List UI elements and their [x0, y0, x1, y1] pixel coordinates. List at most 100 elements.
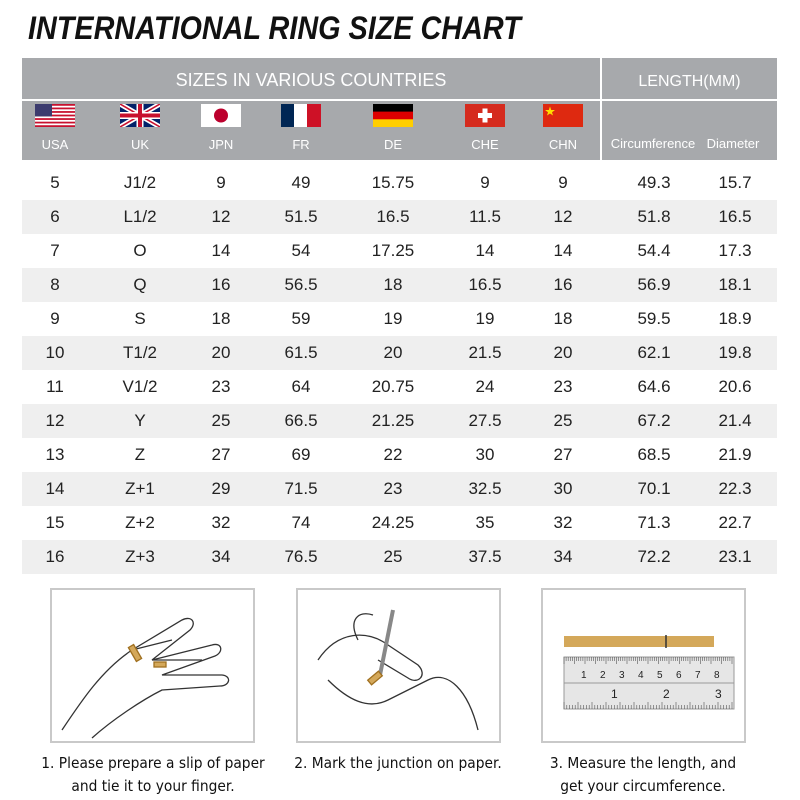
- table-row: 6 L1/2 12 51.5 16.5 11.5 12 51.8 16.5: [22, 200, 777, 234]
- table-cell: 20: [553, 343, 573, 362]
- table-cell: 16.5: [718, 207, 752, 226]
- divider: [22, 99, 777, 101]
- table-cell: 22: [383, 445, 403, 464]
- table-cell: 18.1: [718, 275, 752, 294]
- table-cell: 18: [553, 309, 573, 328]
- column-label: JPN: [208, 137, 234, 152]
- table-cell: V1/2: [122, 377, 158, 396]
- table-cell: 9: [558, 173, 568, 192]
- table-row: 14 Z+1 29 71.5 23 32.5 30 70.1 22.3: [22, 472, 777, 506]
- step1-illustration: [50, 588, 255, 743]
- ruler-label: 4: [638, 670, 644, 681]
- page-title: INTERNATIONAL RING SIZE CHART: [28, 10, 521, 46]
- table-cell: 18: [211, 309, 231, 328]
- column-chn: CHN: [528, 104, 598, 152]
- table-header: SIZES IN VARIOUS COUNTRIES LENGTH(MM) US…: [22, 58, 777, 160]
- column-label: USA: [41, 137, 69, 152]
- table-cell: 20: [383, 343, 403, 362]
- table-cell: 34: [553, 547, 573, 566]
- table-cell: L1/2: [123, 207, 157, 226]
- table-cell: 14: [475, 241, 495, 260]
- table-cell: 21.25: [371, 411, 415, 430]
- table-cell: 12: [211, 207, 231, 226]
- column-label: CHE: [471, 137, 499, 152]
- ruler-label: 1: [581, 670, 587, 681]
- table-cell: 24.25: [371, 513, 415, 532]
- table-cell: 7: [50, 241, 60, 260]
- column-label: CHN: [548, 137, 578, 152]
- table-row: 10 T1/2 20 61.5 20 21.5 20 62.1 19.8: [22, 336, 777, 370]
- length-header: LENGTH(MM): [638, 73, 741, 90]
- table-cell: 17.3: [718, 241, 752, 260]
- table-cell: 14: [45, 479, 65, 498]
- ruler-label: 3: [715, 687, 722, 701]
- table-cell: 68.5: [637, 445, 671, 464]
- table-cell: 71.3: [637, 513, 671, 532]
- table-cell: 15: [45, 513, 65, 532]
- table-cell: 16.5: [468, 275, 502, 294]
- table-cell: 74: [291, 513, 311, 532]
- column-fr: FR: [266, 104, 336, 152]
- ruler-label: 5: [657, 670, 663, 681]
- table-cell: 32: [211, 513, 231, 532]
- table-row: 7 O 14 54 17.25 14 14 54.4 17.3: [22, 234, 777, 268]
- table-cell: 25: [383, 547, 403, 566]
- table-cell: 66.5: [284, 411, 318, 430]
- table-cell: 54: [291, 241, 311, 260]
- table-cell: Z+3: [125, 547, 155, 566]
- germany-flag-icon: [373, 104, 413, 127]
- table-cell: 21.4: [718, 411, 752, 430]
- column-de: DE: [358, 104, 428, 152]
- table-cell: 32.5: [468, 479, 502, 498]
- sizes-header: SIZES IN VARIOUS COUNTRIES: [175, 70, 447, 90]
- table-cell: 15.7: [718, 173, 752, 192]
- table-row: 9 S 18 59 19 19 18 59.5 18.9: [22, 302, 777, 336]
- table-cell: 12: [45, 411, 65, 430]
- caption-line: get your circumference.: [560, 777, 726, 795]
- table-cell: 8: [50, 275, 60, 294]
- table-cell: 20.6: [718, 377, 752, 396]
- table-cell: 27.5: [468, 411, 502, 430]
- table-cell: 59: [291, 309, 311, 328]
- uk-flag-icon: [120, 104, 160, 127]
- switzerland-flag-icon: [465, 104, 505, 127]
- japan-flag-icon: [201, 104, 241, 127]
- table-cell: Q: [133, 275, 147, 294]
- table-row: 13 Z 27 69 22 30 27 68.5 21.9: [22, 438, 777, 472]
- table-cell: 16: [553, 275, 573, 294]
- step2-illustration: [296, 588, 501, 743]
- table-cell: 20.75: [371, 377, 415, 396]
- table-cell: 29: [211, 479, 231, 498]
- table-cell: 76.5: [284, 547, 318, 566]
- table-cell: 6: [50, 207, 60, 226]
- table-cell: Y: [134, 411, 146, 430]
- table-cell: Z+1: [125, 479, 155, 498]
- table-cell: 56.9: [637, 275, 671, 294]
- table-cell: 23.1: [718, 547, 752, 566]
- divider: [600, 58, 602, 160]
- caption-line: 3. Measure the length, and: [549, 754, 737, 772]
- table-cell: 5: [50, 173, 60, 192]
- table-cell: 24: [475, 377, 495, 396]
- table-cell: Z+2: [125, 513, 155, 532]
- table-cell: 32: [553, 513, 573, 532]
- table-cell: 59.5: [637, 309, 671, 328]
- table-cell: 51.8: [637, 207, 671, 226]
- table-cell: 71.5: [284, 479, 318, 498]
- table-cell: 9: [480, 173, 490, 192]
- column-label: FR: [292, 137, 310, 152]
- caption-line: and tie it to your finger.: [71, 777, 235, 795]
- table-cell: 19.8: [718, 343, 752, 362]
- table-cell: 19: [475, 309, 495, 328]
- table-cell: 15.75: [371, 173, 415, 192]
- table-cell: 25: [553, 411, 573, 430]
- table-cell: 13: [45, 445, 65, 464]
- table-cell: 14: [553, 241, 573, 260]
- table-cell: 18: [383, 275, 403, 294]
- column-label: DE: [383, 137, 403, 152]
- ruler-label: 6: [676, 670, 682, 681]
- column-usa: USA: [20, 104, 90, 152]
- china-flag-icon: [543, 104, 583, 127]
- table-row: 5 J1/2 9 49 15.75 9 9 49.3 15.7: [22, 166, 777, 200]
